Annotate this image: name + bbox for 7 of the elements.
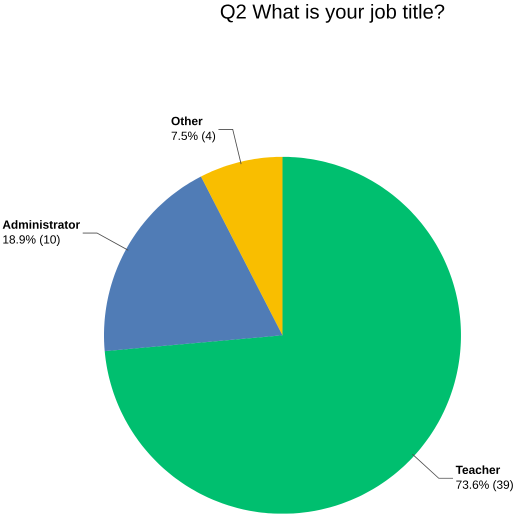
data-label: 18.9% (10) <box>3 235 60 246</box>
data-label: 7.5% (4) <box>172 131 216 142</box>
chart-title: Q2 What is your job title? <box>220 4 444 23</box>
slice-label: Teacher <box>456 465 500 474</box>
slice-label: Other <box>172 116 202 126</box>
slice-label: Administrator <box>2 220 80 229</box>
data-label: 73.6% (39) <box>456 480 513 492</box>
